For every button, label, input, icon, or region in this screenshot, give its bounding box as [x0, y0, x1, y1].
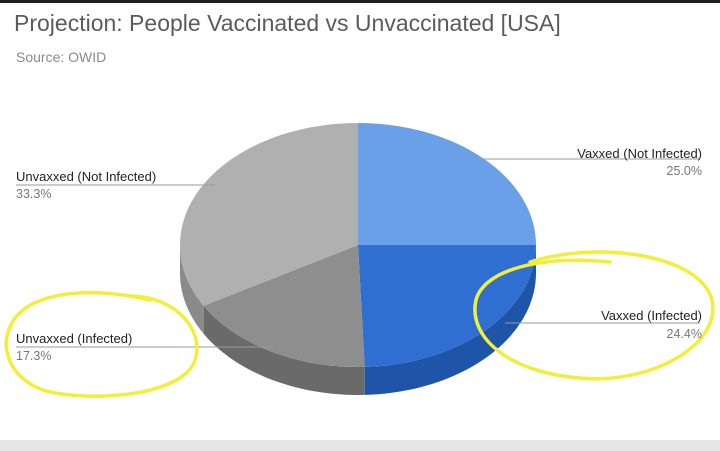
pie-side-unvaxxed-infected — [203, 305, 365, 395]
pie-side-vaxxed-infected — [364, 245, 536, 395]
pie-slice-unvaxxed-not-infected — [179, 122, 358, 306]
slice-label-vaxxed-not-infected: Vaxxed (Not Infected) — [577, 146, 702, 161]
pie-slices — [179, 122, 536, 367]
slice-pct-vaxxed-infected: 24.4% — [666, 327, 702, 341]
highlight-annotations — [4, 250, 715, 398]
slice-pct-vaxxed-not-infected: 25.0% — [666, 164, 702, 178]
pie-side-unvaxxed-not-infected — [180, 245, 204, 334]
pie-sides — [180, 245, 536, 395]
leader-lines — [16, 158, 700, 348]
top-edge — [0, 0, 720, 3]
slice-pct-unvaxxed-infected: 17.3% — [16, 349, 52, 363]
pie-slice-vaxxed-infected — [358, 245, 536, 367]
pie-slice-unvaxxed-infected — [203, 245, 365, 367]
chart-source: Source: OWID — [16, 49, 107, 65]
slice-label-unvaxxed-not-infected: Unvaxxed (Not Infected) — [16, 169, 157, 184]
highlight-circle-unvaxxed-infected — [4, 290, 199, 398]
slice-label-vaxxed-infected: Vaxxed (Infected) — [601, 308, 702, 323]
slice-pct-unvaxxed-not-infected: 33.3% — [16, 187, 52, 201]
pie-slice-vaxxed-not-infected — [358, 123, 536, 245]
highlight-circle-vaxxed-infected — [473, 250, 715, 381]
slice-label-unvaxxed-infected: Unvaxxed (Infected) — [16, 331, 133, 346]
bottom-band — [0, 440, 720, 451]
chart-title: Projection: People Vaccinated vs Unvacci… — [14, 10, 561, 36]
